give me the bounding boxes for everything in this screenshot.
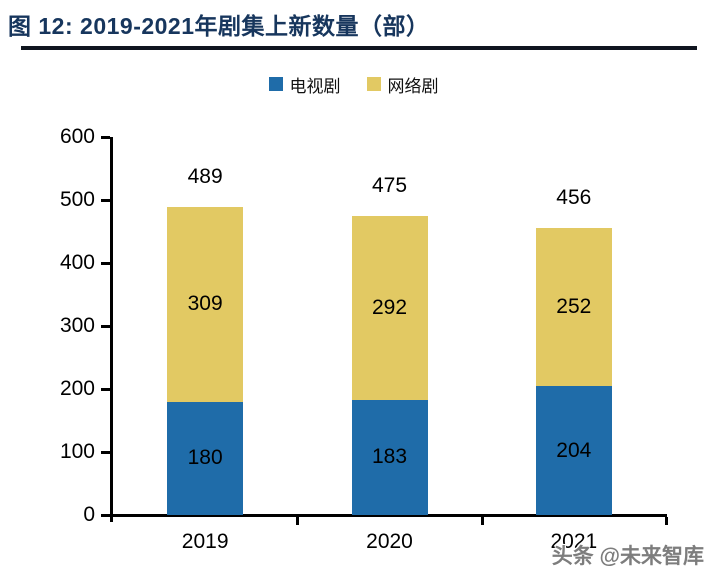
x-axis-tick: [296, 517, 300, 525]
y-tick-label: 100: [59, 440, 95, 463]
tv-series-swatch-icon: [268, 77, 283, 91]
x-axis-tick: [665, 517, 668, 525]
y-tick-label: 300: [59, 314, 95, 337]
segment-value-label: 180: [187, 446, 223, 470]
legend-item-web: 网络剧: [366, 72, 439, 97]
y-axis-tick: [101, 514, 110, 517]
segment-value-label: 183: [371, 445, 408, 469]
y-tick-label: 600: [59, 125, 95, 148]
y-tick-label: 0: [83, 503, 95, 526]
legend-label-web: 网络剧: [387, 76, 439, 96]
segment-value-label: 252: [556, 295, 592, 319]
x-axis-tick: [480, 517, 484, 525]
y-axis-tick: [101, 262, 110, 265]
y-tick-label: 500: [59, 188, 95, 211]
y-axis-tick: [101, 136, 110, 139]
y-axis-tick: [101, 199, 110, 202]
bar-segment-2020: [351, 399, 428, 515]
bar-segment-2020: [351, 215, 428, 400]
y-tick-label: 200: [59, 377, 95, 400]
y-tick-label: 400: [59, 251, 95, 274]
watermark: 头条 @未来智库: [552, 540, 704, 570]
y-axis-tick: [101, 388, 110, 391]
bar-segment-2019: [167, 401, 244, 515]
y-axis-line: [110, 137, 113, 522]
web-series-swatch-icon: [366, 77, 381, 91]
total-value-label: 456: [556, 185, 592, 209]
x-category-label: 2019: [181, 530, 229, 553]
total-value-label: 475: [371, 173, 408, 197]
title-underline: [21, 46, 697, 50]
total-value-label: 489: [187, 164, 223, 188]
watermark-text: 头条 @未来智库: [551, 545, 704, 568]
legend-item-tv: 电视剧: [268, 72, 341, 97]
segment-value-label: 204: [556, 438, 592, 462]
x-category-label: 2021: [550, 530, 598, 553]
y-axis-tick: [101, 451, 110, 454]
segment-value-label: 292: [371, 295, 408, 319]
x-axis-line: [110, 514, 667, 517]
figure-title: 图 12: 2019-2021年剧集上新数量（部）: [8, 13, 430, 39]
legend-label-tv: 电视剧: [289, 76, 341, 96]
y-axis-tick: [101, 325, 110, 328]
bar-segment-2021: [535, 227, 612, 387]
chart-legend: 电视剧 网络剧: [0, 72, 707, 97]
bar-segment-2019: [167, 206, 244, 402]
segment-value-label: 309: [187, 292, 223, 316]
bar-segment-2021: [535, 386, 612, 515]
x-category-label: 2020: [366, 530, 413, 553]
